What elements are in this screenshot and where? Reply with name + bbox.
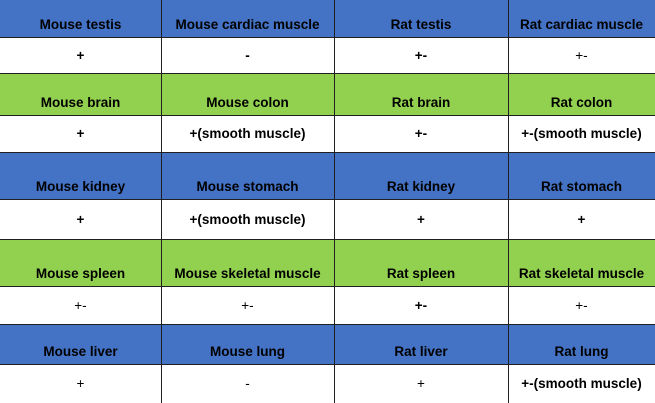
expression-value-rat-b: +- [575, 47, 588, 63]
header-row: Mouse kidney Mouse stomach Rat kidney Rat s… [0, 152, 655, 199]
expression-value-rat-a: + [417, 211, 425, 227]
tissue-header-mouse-b: Mouse skeletal muscle [174, 266, 321, 281]
value-row: +- +- +- +- [0, 286, 655, 324]
expression-value-mouse-a: + [76, 211, 85, 227]
tissue-header-mouse-b: Mouse cardiac muscle [175, 17, 320, 32]
expression-value-rat-b: +-(smooth muscle) [521, 376, 642, 391]
tissue-header-mouse-a: Mouse kidney [35, 179, 126, 194]
tissue-header-mouse-a: Mouse spleen [35, 266, 126, 281]
expression-value-mouse-b: - [245, 47, 250, 63]
expression-value-rat-a: +- [414, 47, 428, 63]
expression-value-rat-a: +- [414, 297, 428, 313]
expression-value-mouse-b: +(smooth muscle) [189, 211, 306, 227]
row-divider [0, 286, 655, 287]
tissue-header-rat-b: Rat lung [554, 344, 609, 359]
tissue-header-rat-a: Rat testis [390, 17, 452, 32]
tissue-header-rat-b: Rat skeletal muscle [518, 266, 645, 281]
tissue-header-mouse-a: Mouse liver [43, 344, 118, 359]
expression-value-mouse-b: +- [241, 297, 254, 313]
column-divider [334, 0, 335, 403]
header-row: Mouse liver Mouse lung Rat liver Rat lung [0, 324, 655, 364]
value-row: + - +- +- [0, 37, 655, 73]
row-divider [0, 73, 655, 74]
value-row: + - + +-(smooth muscle) [0, 364, 655, 403]
expression-value-rat-b: +- [575, 297, 588, 313]
value-row: + +(smooth muscle) + + [0, 199, 655, 239]
row-divider [0, 239, 655, 240]
tissue-header-rat-a: Rat brain [391, 95, 451, 110]
expression-value-mouse-a: + [76, 376, 85, 391]
row-divider [0, 364, 655, 365]
tissue-header-mouse-b: Mouse lung [210, 344, 285, 359]
row-divider [0, 115, 655, 116]
expression-value-mouse-b: +(smooth muscle) [189, 126, 306, 141]
header-row: Mouse brain Mouse colon Rat brain Rat colon [0, 73, 655, 115]
expression-value-rat-a: +- [414, 126, 428, 141]
tissue-header-rat-a: Rat kidney [386, 179, 456, 194]
row-divider [0, 152, 655, 153]
tissue-header-rat-b: Rat cardiac muscle [519, 17, 644, 32]
row-divider [0, 37, 655, 38]
expression-value-mouse-a: +- [74, 297, 87, 313]
tissue-header-rat-a: Rat liver [394, 344, 448, 359]
header-row: Mouse testis Mouse cardiac muscle Rat test… [0, 0, 655, 37]
tissue-header-rat-a: Rat spleen [386, 266, 456, 281]
tissue-header-mouse-b: Mouse colon [206, 95, 289, 110]
expression-value-mouse-a: + [76, 47, 85, 63]
column-divider [508, 0, 509, 403]
value-row: + +(smooth muscle) +- +-(smooth muscle) [0, 115, 655, 152]
expression-value-mouse-a: + [76, 126, 85, 141]
tissue-header-rat-b: Rat colon [550, 95, 613, 110]
tissue-header-mouse-b: Mouse stomach [196, 179, 299, 194]
expression-value-rat-b: +-(smooth muscle) [521, 126, 642, 141]
tissue-header-rat-b: Rat stomach [540, 179, 623, 194]
expression-value-rat-b: + [577, 211, 586, 227]
row-divider [0, 199, 655, 200]
header-row: Mouse spleen Mouse skeletal muscle Rat spl… [0, 239, 655, 286]
expression-value-mouse-b: - [245, 376, 250, 391]
tissue-header-mouse-a: Mouse testis [39, 17, 122, 32]
expression-value-rat-a: + [417, 376, 425, 391]
column-divider [161, 0, 162, 403]
row-divider [0, 324, 655, 325]
tissue-header-mouse-a: Mouse brain [40, 95, 121, 110]
